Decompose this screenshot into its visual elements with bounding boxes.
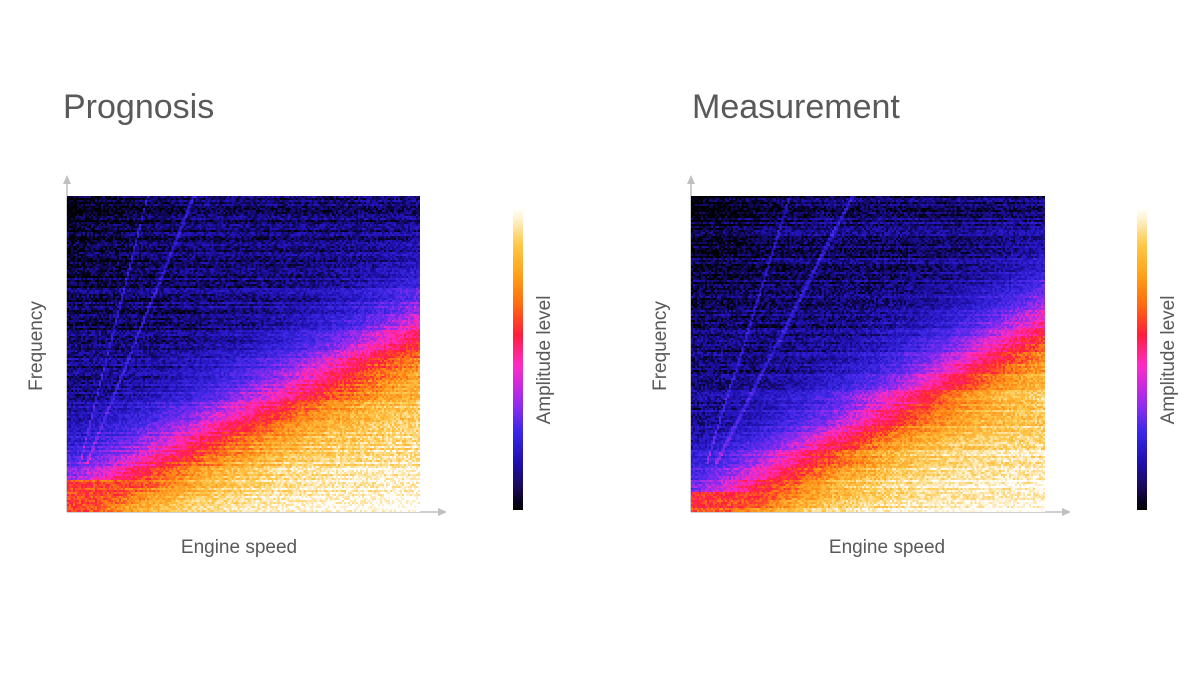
prognosis-y-axis-arrow — [63, 175, 71, 184]
prognosis-colorbar — [513, 208, 523, 510]
measurement-x-label: Engine speed — [828, 537, 946, 558]
measurement-title: Measurement — [692, 88, 900, 126]
measurement-colorbar-label: Amplitude level — [1158, 295, 1179, 425]
measurement-colorbar — [1137, 208, 1147, 510]
measurement-x-axis-arrow — [1062, 508, 1071, 516]
prognosis-title: Prognosis — [63, 88, 215, 126]
prognosis-x-label: Engine speed — [180, 537, 298, 558]
measurement-heatmap — [691, 196, 1045, 512]
measurement-y-axis-arrow — [687, 175, 695, 184]
prognosis-heatmap — [67, 196, 420, 512]
prognosis-x-axis-arrow — [438, 508, 447, 516]
measurement-y-label: Frequency — [650, 301, 671, 391]
